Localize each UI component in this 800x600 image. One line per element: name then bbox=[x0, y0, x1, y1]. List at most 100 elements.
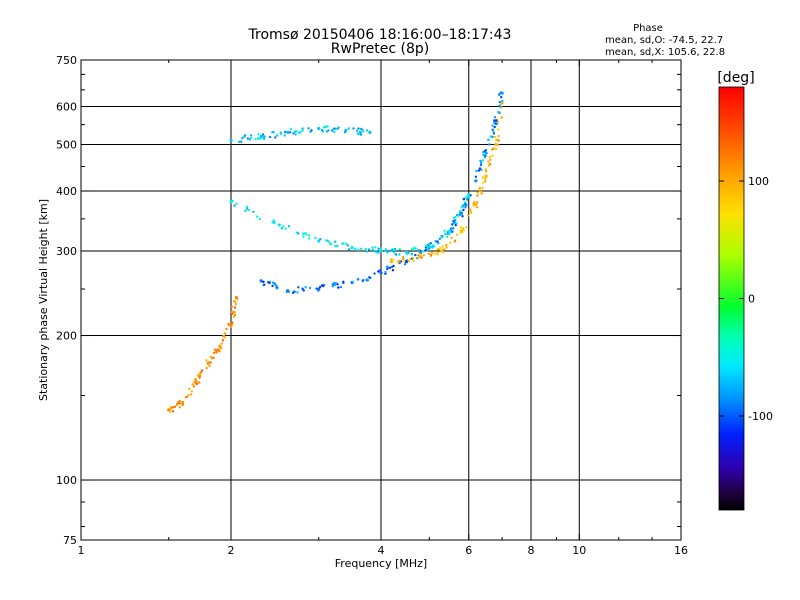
echo-point bbox=[455, 233, 459, 236]
echo-point bbox=[472, 202, 475, 205]
echo-point bbox=[208, 364, 211, 368]
echo-point bbox=[479, 159, 482, 162]
x-tick-label: 1 bbox=[78, 544, 85, 557]
echo-point bbox=[220, 342, 223, 345]
echo-point bbox=[359, 131, 362, 134]
echo-point bbox=[464, 206, 467, 209]
echo-point bbox=[322, 126, 326, 129]
echo-point bbox=[368, 130, 372, 134]
x-axis-label: Frequency [MHz] bbox=[335, 557, 427, 570]
echo-point bbox=[439, 246, 442, 250]
echo-point bbox=[466, 198, 469, 201]
echo-point bbox=[462, 229, 465, 232]
echo-point bbox=[488, 155, 492, 159]
echo-point bbox=[302, 289, 305, 292]
echo-point bbox=[221, 339, 225, 342]
echo-point bbox=[192, 385, 195, 388]
echo-point bbox=[287, 290, 290, 293]
echo-point bbox=[412, 259, 415, 263]
echo-point bbox=[262, 280, 265, 284]
echo-point bbox=[356, 248, 360, 252]
phase-info-x-line: mean, sd,X: 105.6, 22.8 bbox=[605, 47, 725, 58]
echo-point bbox=[241, 136, 244, 140]
echo-point bbox=[292, 132, 295, 135]
echo-point bbox=[247, 208, 250, 212]
echo-point bbox=[191, 383, 194, 386]
echo-point bbox=[167, 408, 171, 412]
echo-point bbox=[493, 119, 496, 122]
echo-point bbox=[438, 237, 441, 241]
echo-point bbox=[493, 135, 497, 139]
echo-point bbox=[345, 242, 348, 245]
trace-e-es-low-trace bbox=[167, 295, 239, 413]
echo-point bbox=[501, 99, 504, 103]
echo-point bbox=[263, 283, 266, 286]
colorbar-ticks: 100 0 -100 bbox=[719, 175, 773, 423]
echo-point bbox=[328, 242, 332, 245]
echo-point bbox=[452, 216, 456, 220]
echo-point bbox=[461, 215, 464, 218]
echo-point bbox=[500, 101, 504, 105]
x-tick-label: 4 bbox=[378, 544, 385, 557]
echo-point bbox=[390, 248, 393, 252]
echo-point bbox=[308, 237, 311, 240]
echo-point bbox=[460, 206, 463, 209]
echo-point bbox=[480, 168, 483, 171]
echo-point bbox=[484, 151, 488, 155]
echo-point bbox=[331, 283, 335, 286]
echo-point bbox=[334, 282, 338, 285]
echo-point bbox=[478, 186, 481, 190]
echo-point bbox=[298, 131, 301, 135]
echo-point bbox=[357, 127, 360, 130]
y-tick-label: 200 bbox=[56, 330, 77, 343]
echo-point bbox=[401, 256, 405, 259]
echo-point bbox=[493, 125, 496, 129]
echo-point bbox=[442, 250, 445, 254]
echo-point bbox=[392, 264, 395, 268]
colorbar-tick-label: -100 bbox=[748, 410, 773, 423]
echo-point bbox=[460, 212, 464, 215]
x-tick-label: 2 bbox=[228, 544, 235, 557]
echo-point bbox=[233, 204, 236, 207]
echo-point bbox=[479, 163, 483, 167]
echo-point bbox=[262, 137, 266, 140]
echo-point bbox=[500, 116, 503, 119]
y-tick-label: 750 bbox=[56, 54, 77, 67]
echo-point bbox=[327, 129, 330, 132]
echo-point bbox=[500, 95, 503, 99]
echo-point bbox=[359, 133, 363, 136]
echo-point bbox=[333, 127, 336, 130]
echo-point bbox=[373, 272, 376, 275]
echo-point bbox=[274, 136, 277, 139]
echo-point bbox=[196, 374, 199, 377]
echo-point bbox=[407, 260, 411, 263]
echo-point bbox=[275, 287, 278, 290]
echo-point bbox=[302, 235, 305, 238]
echo-point bbox=[249, 136, 252, 140]
trace-o-mode-f-trace bbox=[259, 194, 472, 295]
echo-point bbox=[379, 247, 382, 250]
echo-point bbox=[190, 390, 193, 393]
echo-point bbox=[331, 129, 334, 132]
echo-point bbox=[483, 177, 487, 181]
echo-point bbox=[473, 200, 476, 204]
echo-point bbox=[218, 350, 221, 353]
echo-point bbox=[398, 253, 401, 256]
echo-point bbox=[440, 236, 444, 239]
echo-point bbox=[359, 247, 363, 250]
echo-point bbox=[487, 138, 490, 142]
echo-point bbox=[307, 127, 310, 130]
echo-point bbox=[223, 332, 227, 335]
echo-point bbox=[466, 214, 470, 217]
echo-point bbox=[442, 248, 446, 251]
echo-point bbox=[481, 181, 484, 184]
echo-point bbox=[234, 300, 237, 303]
echo-point bbox=[453, 240, 457, 243]
echo-point bbox=[446, 235, 449, 238]
echo-point bbox=[444, 232, 447, 236]
echo-point bbox=[408, 258, 411, 261]
echo-point bbox=[495, 119, 498, 122]
echo-point bbox=[320, 129, 324, 132]
echo-point bbox=[411, 248, 415, 252]
